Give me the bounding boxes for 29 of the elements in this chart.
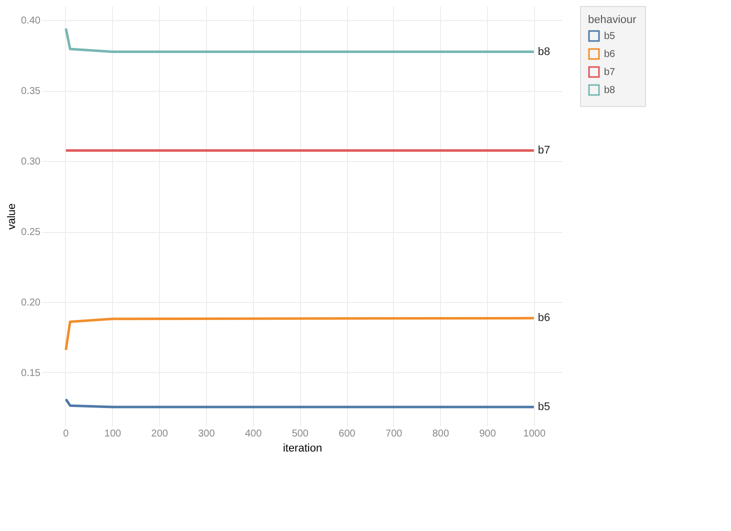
line-series — [64, 316, 536, 352]
legend-label: b7 — [604, 67, 616, 78]
y-tick-label: 0.25 — [21, 227, 41, 238]
text: b5 — [538, 400, 550, 413]
x-axis-title: iteration — [282, 442, 322, 454]
x-tick-label: 700 — [386, 428, 403, 440]
y-tick-label: 0.35 — [21, 86, 41, 98]
x-tick-label: 900 — [479, 428, 496, 440]
y-tick-label: 0.30 — [21, 156, 41, 168]
x-tick-label: 100 — [104, 428, 122, 440]
x-tick-label: 0 — [63, 428, 70, 440]
x-tick-label: 500 — [292, 428, 309, 440]
x-tick-label: 300 — [198, 428, 216, 440]
x-tick-label: 400 — [244, 428, 262, 440]
text: b8 — [538, 46, 550, 58]
y-tick-label: 0.40 — [21, 16, 41, 27]
legend-label: b8 — [604, 85, 616, 96]
y-tick-label: 0.15 — [21, 368, 41, 379]
legend-label: b6 — [604, 49, 616, 60]
text: b7 — [538, 144, 550, 156]
x-tick-label: 1000 — [523, 428, 546, 440]
legend-title: behaviour — [588, 14, 637, 26]
x-tick-label: 600 — [338, 428, 356, 440]
x-tick-label: 200 — [151, 428, 168, 440]
x-tick-label: 800 — [432, 428, 450, 440]
y-tick-label: 0.20 — [21, 297, 41, 308]
text: b6 — [538, 312, 550, 324]
y-axis-title: value — [6, 203, 18, 230]
legend-label: b5 — [604, 31, 616, 42]
